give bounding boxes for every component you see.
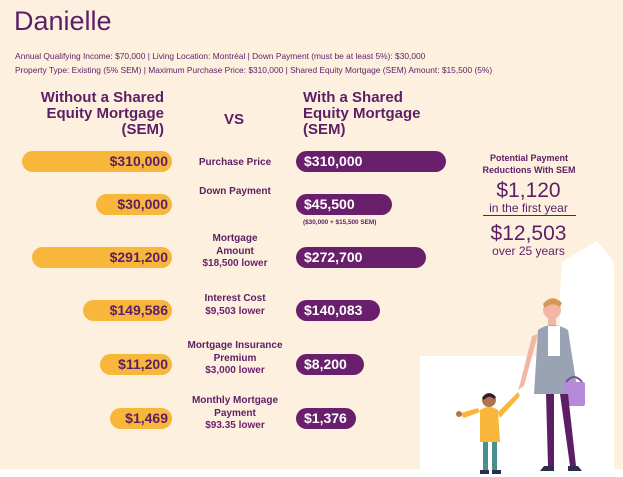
side-period-25-years: over 25 years bbox=[492, 244, 565, 258]
bar-with-insurance-premium: $8,200 bbox=[296, 354, 364, 375]
family-illustration bbox=[456, 298, 585, 474]
row-label-monthly-payment: Monthly Mortgage Payment $93.35 lower bbox=[178, 395, 292, 433]
bar-with-mortgage-amount: $272,700 bbox=[296, 247, 426, 268]
bar-without-interest-cost: $149,586 bbox=[83, 300, 172, 321]
bar-with-purchase-price: $310,000 bbox=[296, 151, 446, 172]
info-line-2: Property Type: Existing (5% SEM) | Maxim… bbox=[15, 65, 493, 75]
row-label-purchase-price: Purchase Price bbox=[178, 157, 292, 170]
row-diff: $93.35 lower bbox=[205, 420, 265, 431]
side-period-first-year: in the first year bbox=[489, 201, 568, 215]
header-without-sem: Without a Shared Equity Mortgage (SEM) bbox=[40, 89, 164, 138]
bar-with-down-payment: $45,500 bbox=[296, 194, 392, 215]
row-diff: $3,000 lower bbox=[205, 365, 265, 376]
side-amount-25-years: $12,503 bbox=[490, 222, 567, 245]
row-label-interest-cost: Interest Cost $9,503 lower bbox=[178, 293, 292, 318]
row-label-text: Purchase Price bbox=[198, 157, 272, 168]
header-with-sem: With a Shared Equity Mortgage (SEM) bbox=[303, 89, 421, 138]
row-label-text: Monthly Mortgage Payment bbox=[191, 395, 279, 419]
row-label-text: Interest Cost bbox=[204, 293, 266, 304]
row-label-text: Mortgage Insurance Premium bbox=[187, 340, 283, 364]
row-label-insurance-premium: Mortgage Insurance Premium $3,000 lower bbox=[178, 340, 292, 378]
row-label-down-payment: Down Payment bbox=[198, 186, 272, 199]
page-title: Danielle bbox=[14, 6, 112, 36]
down-payment-note: ($30,000 + $15,500 SEM) bbox=[303, 219, 377, 226]
bar-with-monthly-payment: $1,376 bbox=[296, 408, 356, 429]
child-shirt bbox=[480, 407, 500, 442]
bar-without-insurance-premium: $11,200 bbox=[100, 354, 172, 375]
bar-without-mortgage-amount: $291,200 bbox=[32, 247, 172, 268]
row-label-mortgage-amount: Mortgage Amount $18,500 lower bbox=[195, 233, 275, 271]
bar-without-monthly-payment: $1,469 bbox=[110, 408, 172, 429]
info-line-1: Annual Qualifying Income: $70,000 | Livi… bbox=[15, 51, 426, 61]
adult-coat bbox=[534, 325, 578, 394]
bar-with-interest-cost: $140,083 bbox=[296, 300, 380, 321]
row-diff: $9,503 lower bbox=[205, 305, 265, 317]
side-title: Potential Payment Reductions With SEM bbox=[482, 153, 576, 175]
vs-label: VS bbox=[223, 111, 244, 128]
row-label-text: Mortgage Amount bbox=[212, 233, 258, 257]
bar-without-purchase-price: $310,000 bbox=[22, 151, 172, 172]
bar-without-down-payment: $30,000 bbox=[96, 194, 172, 215]
row-label-text: Down Payment bbox=[199, 186, 271, 197]
side-amount-first-year: $1,120 bbox=[496, 179, 561, 202]
side-divider bbox=[483, 215, 576, 216]
row-diff: $18,500 lower bbox=[202, 258, 268, 269]
